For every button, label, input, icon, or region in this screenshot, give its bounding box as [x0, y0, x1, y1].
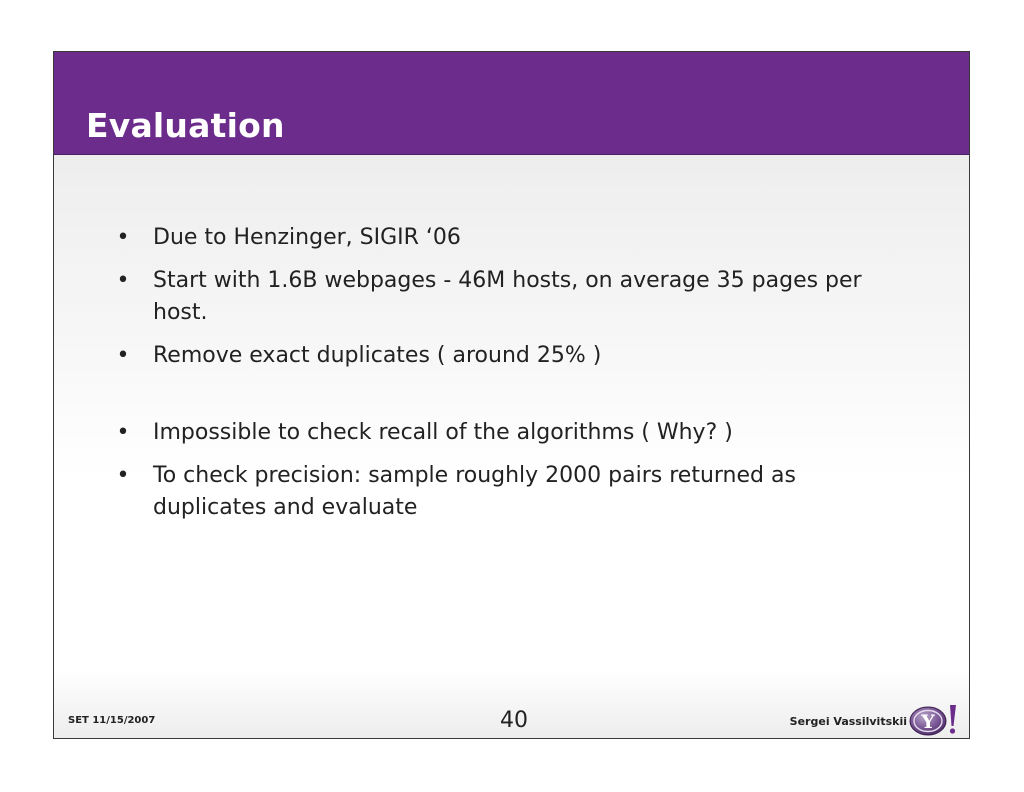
bullet-item: • Remove exact duplicates ( around 25% )	[113, 340, 913, 372]
slide: Evaluation • Due to Henzinger, SIGIR ‘06 …	[53, 51, 970, 739]
footer-date: SET 11/15/2007	[68, 715, 156, 726]
bullet-list: • Due to Henzinger, SIGIR ‘06 • Start with…	[113, 222, 913, 535]
bullet-icon: •	[116, 268, 130, 293]
bullet-item: • Impossible to check recall of the algor…	[113, 417, 913, 449]
bullet-text: Due to Henzinger, SIGIR ‘06	[153, 225, 461, 250]
author-name: Sergei Vassilvitskii	[789, 715, 907, 728]
slide-title: Evaluation	[86, 106, 285, 145]
bullet-icon: •	[116, 225, 130, 250]
yahoo-logo-icon: Y	[909, 702, 959, 736]
bullet-item: • To check precision: sample roughly 2000…	[113, 460, 913, 524]
svg-text:Y: Y	[920, 711, 935, 733]
bullet-text: To check precision: sample roughly 2000 …	[153, 463, 796, 520]
bullet-text: Remove exact duplicates ( around 25% )	[153, 343, 602, 368]
title-bar: Evaluation	[54, 52, 969, 155]
bullet-text: Start with 1.6B webpages - 46M hosts, on…	[153, 268, 862, 325]
bullet-icon: •	[116, 343, 130, 368]
bullet-item: • Due to Henzinger, SIGIR ‘06	[113, 222, 913, 254]
bullet-item: • Start with 1.6B webpages - 46M hosts, o…	[113, 265, 913, 329]
page-number: 40	[500, 708, 528, 733]
bullet-icon: •	[116, 463, 130, 488]
bullet-icon: •	[116, 420, 130, 445]
bullet-text: Impossible to check recall of the algori…	[153, 420, 733, 445]
